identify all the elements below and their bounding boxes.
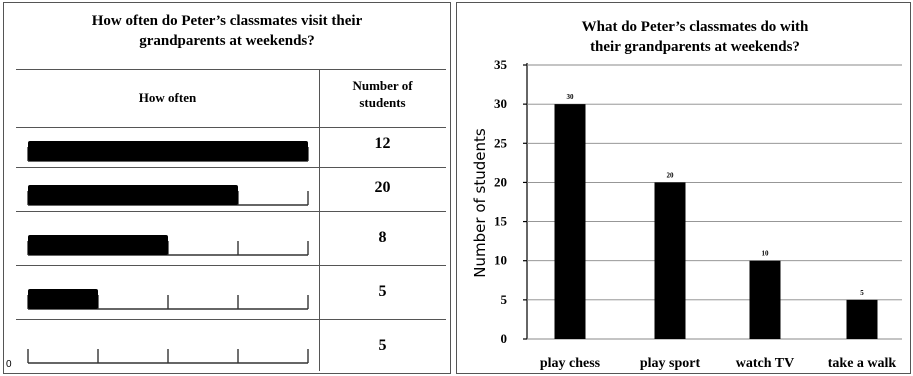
bar-data-label: 20 xyxy=(667,171,675,179)
bar xyxy=(554,104,586,340)
frequency-table-panel: How often do Peter’s classmates visit th… xyxy=(3,2,451,374)
y-tick-label: 0 xyxy=(501,331,508,346)
header-count-line2: students xyxy=(359,95,406,110)
row-divider xyxy=(16,211,446,212)
y-tick-label: 30 xyxy=(494,96,507,111)
bar xyxy=(654,182,686,339)
frequency-row-1-bar xyxy=(27,141,309,162)
frequency-row-3-bar xyxy=(27,235,309,256)
table-title-line2: grandparents at weekends? xyxy=(139,33,315,49)
y-tick-label: 10 xyxy=(494,253,507,268)
table-title-line1: How often do Peter’s classmates visit th… xyxy=(91,13,363,29)
frequency-row-4-bar xyxy=(27,289,309,310)
bar-chart-panel: What do Peter’s classmates do with their… xyxy=(456,2,911,374)
y-tick-label: 5 xyxy=(501,292,508,307)
frequency-filled-bar xyxy=(28,141,308,161)
frequency-table: How often Number of students 12 20 8 5 5… xyxy=(6,69,446,371)
row-3-student-count: 8 xyxy=(378,229,387,246)
table-title: How often do Peter’s classmates visit th… xyxy=(4,11,450,51)
row-4-student-count: 5 xyxy=(378,283,387,300)
chart-marks: 0 5 10 15 20 25 30 35 30 play chess 20 play sport 10… xyxy=(494,57,902,371)
row-5-student-count: 5 xyxy=(378,337,387,354)
x-category-label: take a walk xyxy=(828,356,897,371)
bar xyxy=(846,299,878,339)
x-category-label: watch TV xyxy=(736,356,794,371)
column-divider xyxy=(319,69,320,371)
header-how-often: How often xyxy=(138,90,197,105)
frequency-filled-bar xyxy=(28,185,238,205)
frequency-filled-bar xyxy=(28,235,168,255)
row-divider xyxy=(16,167,446,168)
chart-title-line1: What do Peter’s classmates do with xyxy=(582,19,809,35)
y-tick-label: 20 xyxy=(494,174,507,189)
row-1-student-count: 12 xyxy=(374,135,391,152)
header-count-line1: Number of xyxy=(352,78,413,93)
bar xyxy=(749,260,781,339)
frequency-row-5-bar xyxy=(27,349,309,364)
y-tick-label: 25 xyxy=(494,135,508,150)
row-2-student-count: 20 xyxy=(374,179,391,196)
row-divider xyxy=(16,265,446,266)
table-top-rule xyxy=(16,69,446,70)
y-tick-label: 15 xyxy=(494,214,508,229)
bar-data-label: 5 xyxy=(860,289,864,297)
chart-title-line2: their grandparents at weekends? xyxy=(590,39,800,55)
x-category-label: play sport xyxy=(640,356,701,371)
frequency-filled-bar xyxy=(28,289,98,309)
row-divider xyxy=(16,319,446,320)
y-axis-title: Number of students xyxy=(471,128,489,278)
scale-zero-label: 0 xyxy=(6,359,12,370)
table-header-rule xyxy=(16,127,446,128)
bar-data-label: 10 xyxy=(762,250,770,258)
header-number-of-students: Number of students xyxy=(319,77,446,111)
bar-chart: What do Peter’s classmates do with their… xyxy=(471,19,902,371)
frequency-row-2-bar xyxy=(27,185,309,206)
x-category-label: play chess xyxy=(540,356,601,371)
bar-data-label: 30 xyxy=(567,93,575,101)
y-tick-label: 35 xyxy=(494,57,508,72)
